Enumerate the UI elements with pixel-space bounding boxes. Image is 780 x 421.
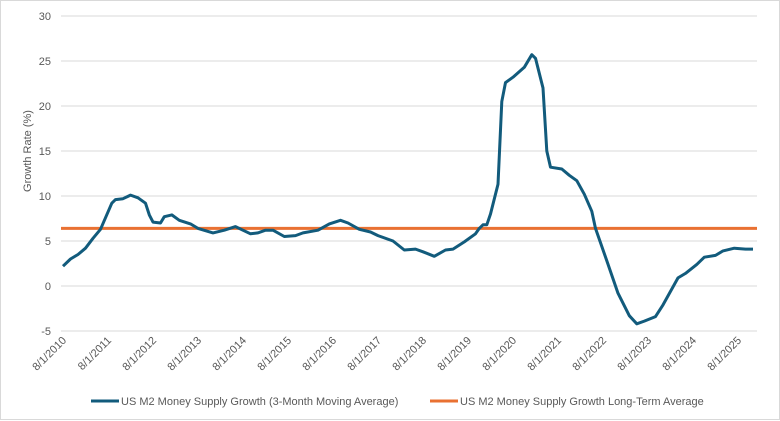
x-tick-label: 8/1/2023 bbox=[615, 335, 654, 374]
x-tick-label: 8/1/2016 bbox=[300, 335, 339, 374]
y-tick-label: 10 bbox=[39, 191, 51, 203]
x-tick-label: 8/1/2025 bbox=[705, 335, 744, 374]
x-tick-label: 8/1/2015 bbox=[255, 335, 294, 374]
x-tick-label: 8/1/2011 bbox=[76, 335, 114, 373]
y-tick-label: 25 bbox=[39, 56, 51, 68]
y-tick-label: 5 bbox=[45, 236, 51, 248]
x-tick-label: 8/1/2012 bbox=[120, 335, 159, 374]
x-tick-label: 8/1/2022 bbox=[570, 335, 609, 374]
y-tick-label: 15 bbox=[39, 146, 51, 158]
y-tick-label: 0 bbox=[45, 281, 51, 293]
legend: US M2 Money Supply Growth (3-Month Movin… bbox=[91, 396, 704, 408]
x-tick-label: 8/1/2024 bbox=[660, 335, 699, 374]
x-tick-label: 8/1/2020 bbox=[480, 335, 519, 374]
x-tick-label: 8/1/2021 bbox=[525, 335, 564, 374]
x-tick-label: 8/1/2019 bbox=[435, 335, 474, 374]
gridlines bbox=[61, 15, 757, 332]
x-tick-label: 8/1/2014 bbox=[210, 335, 249, 374]
y-tick-label: 30 bbox=[39, 11, 51, 23]
series-m2-growth-line bbox=[61, 53, 753, 326]
y-tick-label: -5 bbox=[41, 326, 51, 338]
legend-label-long-term-average: US M2 Money Supply Growth Long-Term Aver… bbox=[460, 396, 704, 408]
y-tick-labels: -5 0 5 10 15 20 25 30 bbox=[39, 11, 51, 338]
y-tick-label: 20 bbox=[39, 101, 51, 113]
legend-label-m2-growth: US M2 Money Supply Growth (3-Month Movin… bbox=[121, 396, 398, 408]
x-tick-label: 8/1/2013 bbox=[165, 335, 204, 374]
y-axis-title: Growth Rate (%) bbox=[22, 110, 34, 192]
x-tick-label: 8/1/2010 bbox=[30, 335, 69, 374]
x-tick-label: 8/1/2018 bbox=[390, 335, 429, 374]
x-tick-label: 8/1/2017 bbox=[345, 335, 384, 374]
x-tick-labels: 8/1/2010 8/1/2011 8/1/2012 8/1/2013 8/1/2014… bbox=[30, 335, 744, 374]
